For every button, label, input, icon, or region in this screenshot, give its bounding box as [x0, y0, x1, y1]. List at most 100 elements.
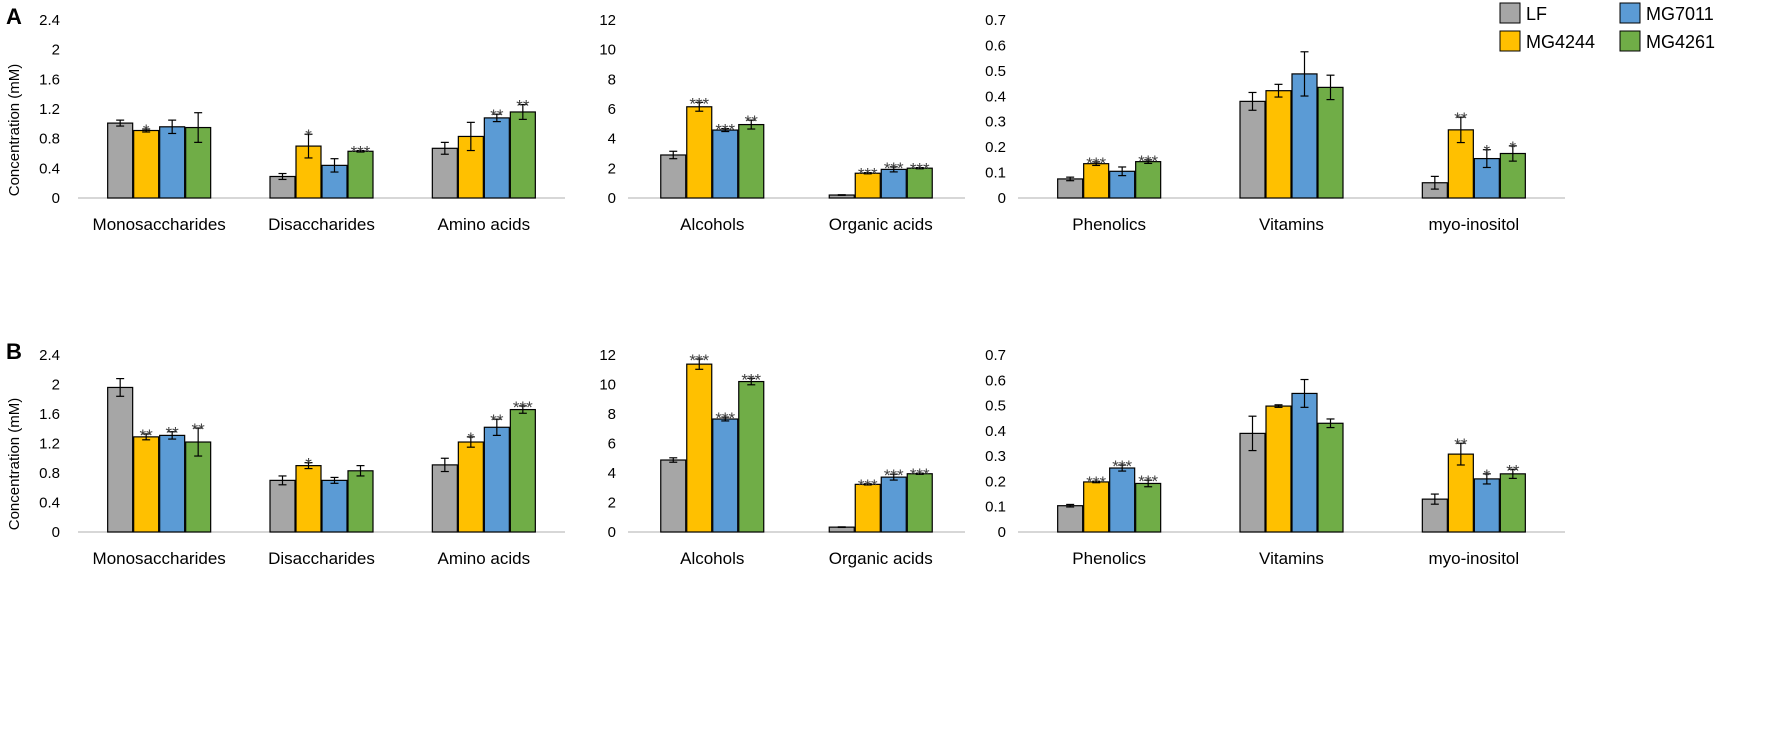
x-category-label: Amino acids	[438, 215, 531, 234]
y-tick-label: 10	[599, 42, 616, 59]
y-tick-label: 0.2	[985, 139, 1006, 156]
legend-entry-mg4261: MG4261	[1619, 30, 1715, 52]
category-group-myo-inositol: *** **myo-inositol	[1421, 435, 1526, 568]
x-category-label: Vitamins	[1259, 549, 1324, 568]
x-category-label: Alcohols	[680, 215, 744, 234]
significance-marker: *	[143, 121, 150, 140]
y-tick-label: 6	[608, 101, 616, 118]
bar-mg4244-organic-acids	[854, 483, 881, 533]
category-group-organic-acids: *** *** *** Organic acids	[828, 159, 933, 234]
category-group-monosaccharides: * Monosaccharides	[93, 112, 226, 234]
bar-mg4261-alcohols	[738, 380, 765, 533]
bar-mg4261-phenolics	[1135, 482, 1162, 533]
category-group-amino-acids: ******Amino acids	[431, 398, 536, 568]
significance-marker: ***	[689, 351, 709, 370]
y-tick-label: 0.4	[39, 160, 60, 177]
bar-mg4244-vitamins	[1265, 90, 1292, 199]
legend-swatch-mg4244	[1499, 30, 1521, 52]
y-tick-label: 0	[52, 524, 60, 541]
y-tick-label: 0.1	[985, 499, 1006, 516]
chart-b-left: 00.40.81.21.622.4** ** **Monosaccharides*D…	[39, 347, 565, 568]
y-tick-label: 8	[608, 406, 616, 423]
bar-mg7011-phenolics	[1109, 467, 1136, 533]
x-category-label: Phenolics	[1072, 215, 1146, 234]
significance-marker: ***	[715, 409, 735, 428]
y-tick-label: 0.8	[39, 465, 60, 482]
y-tick-label: 2.4	[39, 12, 60, 29]
y-axis-label-b: Concentration (mM)	[6, 398, 23, 531]
category-group-myo-inositol: *** *myo-inositol	[1421, 109, 1526, 234]
bar-mg4244-alcohols	[686, 363, 713, 533]
bar-mg7011-vitamins	[1291, 392, 1318, 533]
y-tick-label: 1.6	[39, 71, 60, 88]
bar-lf-disaccharides	[269, 479, 296, 533]
bar-mg4244-organic-acids	[854, 172, 881, 199]
significance-marker: ***	[513, 398, 533, 417]
significance-marker: *	[1510, 138, 1517, 157]
y-tick-label: 0.3	[985, 448, 1006, 465]
y-tick-label: 0	[608, 524, 616, 541]
chart-a-left: 00.40.81.21.622.4*Monosaccharides****Dis…	[39, 12, 565, 234]
legend-entry-mg4244: MG4244	[1499, 30, 1595, 52]
y-tick-label: 0.4	[985, 423, 1006, 440]
chart-b-middle: 0 2 4 6 8 10 12 *** *** *** Alcohols *** *** *** Organ…	[599, 347, 965, 568]
significance-marker: ***	[910, 465, 930, 484]
x-category-label: Organic acids	[829, 215, 933, 234]
bar-mg4261-alcohols	[738, 123, 765, 199]
bar-mg4244-disaccharides	[295, 465, 322, 533]
bar-lf-monosaccharides	[107, 386, 134, 533]
x-category-label: Monosaccharides	[93, 549, 226, 568]
category-group-phenolics: *** *** *** Phenolics	[1057, 457, 1162, 568]
category-group-disaccharides: ****Disaccharides	[268, 126, 375, 234]
y-tick-label: 2	[52, 42, 60, 59]
y-axis-label-a: Concentration (mM)	[6, 64, 23, 197]
category-group-vitamins: Vitamins	[1239, 51, 1344, 234]
y-tick-label: 0.5	[985, 398, 1006, 415]
significance-marker: ***	[1112, 457, 1132, 476]
y-tick-label: 8	[608, 71, 616, 88]
bar-mg4261-monosaccharides	[185, 441, 212, 533]
significance-marker: ***	[741, 370, 761, 389]
plot-area: 00.40.81.21.622.4*Monosaccharides****Dis…	[39, 12, 1565, 568]
legend-label-mg7011: MG7011	[1646, 4, 1714, 24]
x-category-label: Phenolics	[1072, 549, 1146, 568]
panel-label-b: B	[6, 339, 22, 364]
y-tick-label: 0	[608, 190, 616, 207]
y-tick-label: 0	[52, 190, 60, 207]
significance-marker: **	[490, 106, 504, 125]
significance-marker: ***	[1086, 154, 1106, 173]
bar-mg7011-amino-acids	[483, 426, 510, 533]
y-tick-label: 4	[608, 465, 616, 482]
chart-a-right: 00.10.20.30.40.50.60.7*** ***Phenolics Vit…	[985, 12, 1565, 234]
significance-marker: **	[1454, 109, 1468, 128]
y-tick-label: 0	[998, 524, 1006, 541]
significance-marker: ***	[858, 476, 878, 495]
bar-mg4244-monosaccharides	[133, 436, 160, 533]
y-tick-label: 0.1	[985, 165, 1006, 182]
y-tick-label: 0.4	[39, 495, 60, 512]
category-group-vitamins: Vitamins	[1239, 378, 1344, 568]
category-group-amino-acids: ** ** Amino acids	[431, 97, 536, 234]
bar-mg7011-alcohols	[712, 418, 739, 533]
significance-marker: **	[166, 424, 180, 443]
bar-mg7011-myo-inositol	[1473, 478, 1500, 533]
significance-marker: ***	[884, 159, 904, 178]
panel-label-a: A	[6, 4, 22, 29]
bar-lf-alcohols	[660, 154, 687, 199]
significance-marker: ***	[1086, 473, 1106, 492]
y-tick-label: 0	[998, 190, 1006, 207]
y-tick-label: 1.6	[39, 406, 60, 423]
bar-mg7011-disaccharides	[321, 479, 348, 533]
category-group-alcohols: ****** **Alcohols	[660, 94, 765, 234]
y-tick-label: 2	[52, 377, 60, 394]
bar-mg7011-monosaccharides	[159, 434, 186, 533]
significance-marker: ***	[715, 121, 735, 140]
bar-lf-phenolics	[1057, 178, 1084, 199]
bar-lf-alcohols	[660, 459, 687, 533]
bar-mg4261-phenolics	[1135, 161, 1162, 199]
bar-mg4244-phenolics	[1083, 163, 1110, 199]
y-tick-label: 1.2	[39, 436, 60, 453]
chart-b-right: 00.10.20.30.40.50.60.7*********Phenolics…	[985, 347, 1565, 568]
legend-swatch-mg7011	[1619, 2, 1641, 24]
